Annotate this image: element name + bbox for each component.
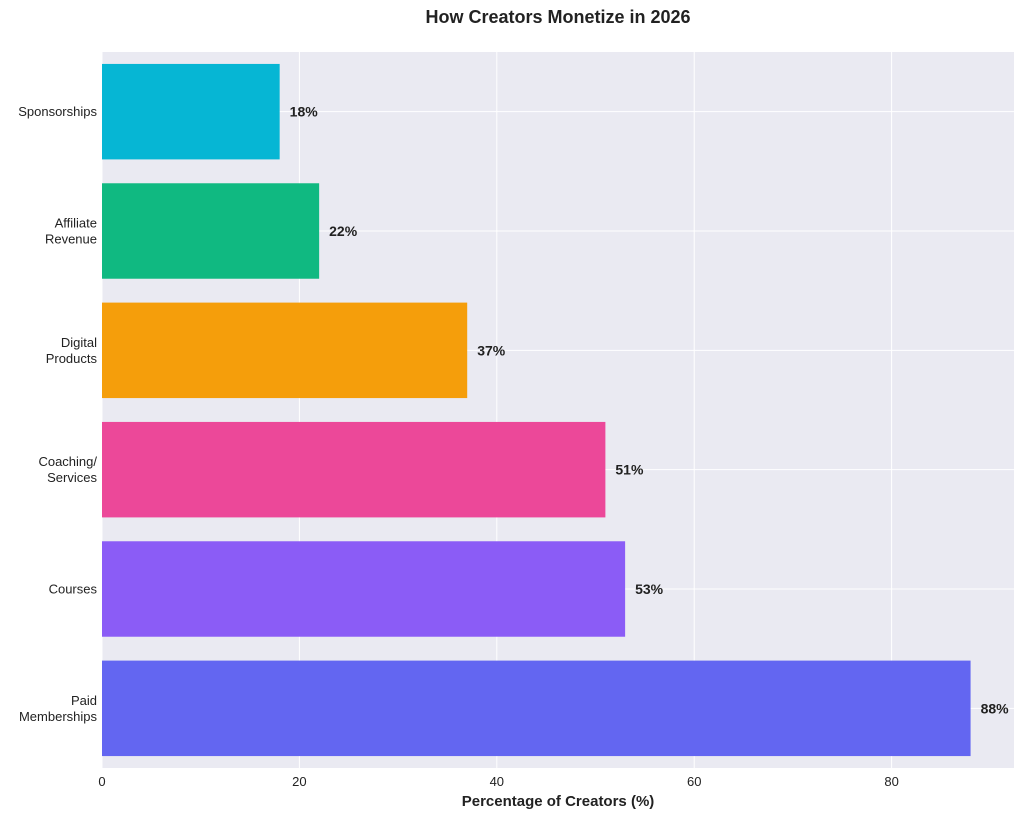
plot-area — [102, 52, 1014, 768]
bar-value-label: 51% — [615, 462, 644, 478]
category-label: Courses — [49, 582, 98, 597]
bar — [102, 63, 280, 160]
value-labels: 88% 53% 51% 37% 22% 18% — [290, 104, 1009, 717]
bar-value-label: 18% — [290, 104, 319, 120]
bar — [102, 302, 468, 399]
bar-value-label: 37% — [477, 342, 506, 358]
x-tick-label: 20 — [292, 774, 306, 789]
bar — [102, 541, 626, 637]
x-axis-title: Percentage of Creators (%) — [462, 793, 655, 810]
x-tick-label: 40 — [490, 774, 504, 789]
bar-value-label: 53% — [635, 581, 664, 597]
bar — [102, 421, 606, 518]
x-tick-label: 80 — [884, 774, 898, 789]
category-label: Sponsorships — [18, 104, 97, 119]
x-tick-label: 60 — [687, 774, 701, 789]
bar-value-label: 88% — [981, 700, 1010, 716]
category-label: Affiliate Revenue — [45, 216, 97, 247]
category-label: Paid Memberships — [19, 693, 98, 724]
chart-title: How Creators Monetize in 2026 — [425, 7, 691, 27]
category-label: Coaching/Services — [38, 454, 97, 485]
bar-value-label: 22% — [329, 223, 358, 239]
category-axis: Paid Memberships Courses Coaching/Services D… — [18, 104, 97, 724]
bars — [102, 63, 971, 757]
x-tick-label: 0 — [98, 774, 105, 789]
category-label: Digital Products — [46, 335, 98, 366]
x-axis: 0 20 40 60 80 — [98, 774, 898, 789]
bar — [102, 660, 971, 757]
bar — [102, 183, 320, 279]
